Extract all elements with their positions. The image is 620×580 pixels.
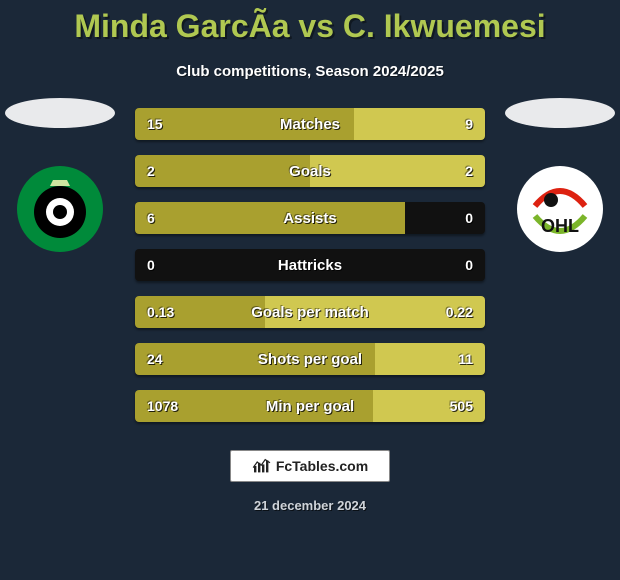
date-text: 21 december 2024 [0, 498, 620, 513]
page-title: Minda GarcÃ­a vs C. Ikwuemesi [0, 0, 620, 45]
stat-row: 22Goals [135, 155, 485, 187]
stat-label: Shots per goal [135, 343, 485, 375]
player-left-club-logo [17, 166, 103, 252]
chart-icon [252, 458, 272, 474]
stat-label: Min per goal [135, 390, 485, 422]
player-right-club-logo: OHL [517, 166, 603, 252]
stat-row: 2411Shots per goal [135, 343, 485, 375]
stat-label: Hattricks [135, 249, 485, 281]
subtitle: Club competitions, Season 2024/2025 [0, 63, 620, 80]
comparison-stage: OHL 159Matches 22Goals 60Assists 00Hattrick… [0, 108, 620, 422]
stat-rows: 159Matches 22Goals 60Assists 00Hattricks 0.1… [135, 108, 485, 422]
player-left-column [0, 98, 120, 252]
player-right-column: OHL [500, 98, 620, 252]
brand-text: FcTables.com [276, 458, 368, 474]
stat-label: Goals [135, 155, 485, 187]
stat-row: 60Assists [135, 202, 485, 234]
stat-row: 1078505Min per goal [135, 390, 485, 422]
stat-label: Goals per match [135, 296, 485, 328]
svg-text:OHL: OHL [541, 216, 579, 236]
stat-label: Matches [135, 108, 485, 140]
ohl-icon: OHL [517, 166, 603, 252]
stat-row: 0.130.22Goals per match [135, 296, 485, 328]
stat-row: 00Hattricks [135, 249, 485, 281]
stat-label: Assists [135, 202, 485, 234]
stat-row: 159Matches [135, 108, 485, 140]
player-left-avatar-placeholder [5, 98, 115, 128]
brand-badge[interactable]: FcTables.com [230, 450, 390, 482]
player-right-avatar-placeholder [505, 98, 615, 128]
cercle-brugge-icon [17, 166, 103, 252]
